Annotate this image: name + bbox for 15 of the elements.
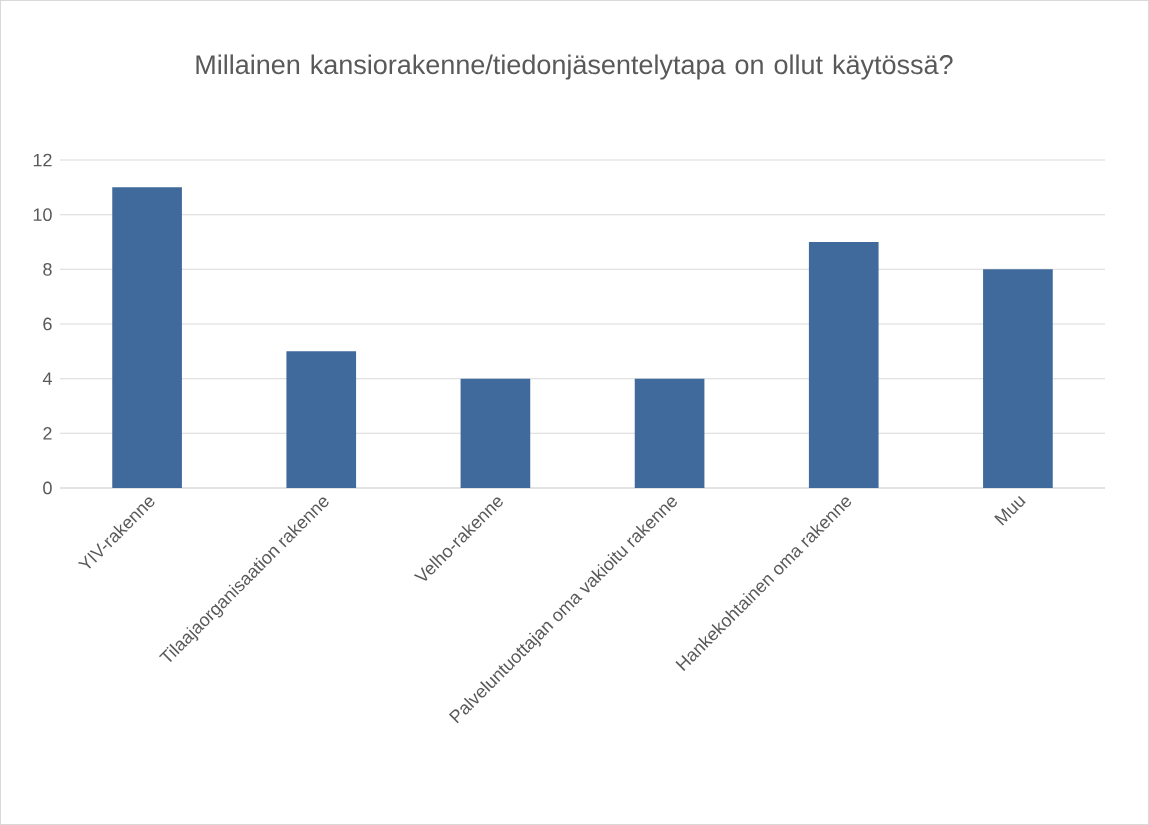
bar: [286, 351, 357, 488]
y-tick-label: 12: [33, 153, 52, 167]
chart-title: Millainen kansiorakenne/tiedonjäsentelytapa on ollut käytössä?: [196, 54, 953, 80]
bar: [808, 242, 879, 488]
bar: [983, 269, 1053, 488]
bar: [634, 378, 705, 488]
bar: [112, 187, 182, 488]
y-tick-label: 8: [43, 262, 52, 276]
y-tick-label: 6: [43, 317, 52, 331]
x-tick-label: Muu: [994, 495, 1026, 526]
y-tick-label: 0: [43, 481, 52, 495]
y-tick-label: 10: [33, 208, 52, 222]
y-tick-label: 2: [43, 427, 52, 440]
bar: [460, 378, 531, 488]
y-tick-label: 4: [42, 372, 52, 385]
